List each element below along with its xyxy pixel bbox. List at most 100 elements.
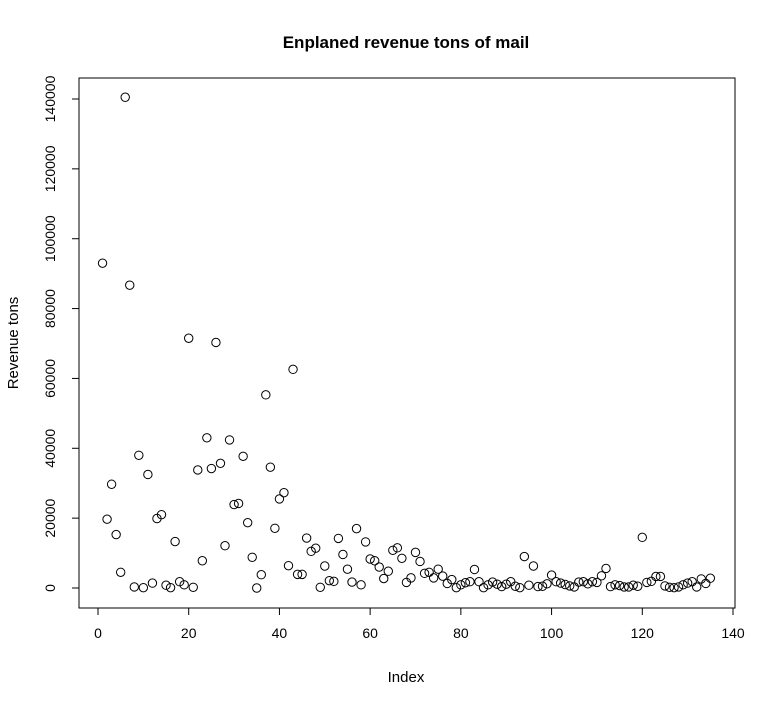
data-point: [592, 577, 602, 588]
data-point: [165, 582, 176, 593]
data-point: [478, 582, 489, 593]
data-point: [660, 581, 670, 591]
data-point: [351, 523, 362, 534]
data-point: [419, 568, 430, 579]
data-point: [705, 573, 716, 583]
data-point: [97, 258, 108, 268]
data-point: [161, 580, 171, 590]
data-point: [551, 577, 561, 587]
x-tick-label: 40: [272, 625, 288, 641]
data-point: [637, 532, 647, 543]
data-point: [125, 280, 135, 290]
data-point: [574, 577, 584, 587]
data-point: [397, 553, 407, 564]
data-point: [596, 571, 607, 581]
data-point: [265, 462, 276, 472]
x-tick-label: 80: [453, 625, 469, 641]
data-point: [193, 465, 203, 475]
data-point: [270, 523, 280, 533]
data-point: [356, 580, 366, 590]
data-point: [256, 570, 266, 580]
data-point: [415, 556, 425, 567]
data-point: [106, 479, 117, 489]
x-tick-label: 60: [362, 625, 378, 641]
data-point: [202, 433, 212, 443]
y-tick-label: 100000: [42, 215, 58, 262]
data-point: [220, 541, 230, 551]
data-point: [115, 567, 126, 577]
data-point: [510, 581, 520, 591]
data-point: [673, 582, 684, 592]
data-point: [379, 573, 389, 584]
x-axis: 0 20 40 60 80 100 120 140: [94, 607, 745, 641]
data-point: [433, 564, 443, 574]
data-point: [628, 580, 638, 590]
data-point: [438, 571, 448, 581]
data-point: [329, 576, 339, 587]
x-axis-label: Index: [388, 669, 425, 686]
data-point: [623, 582, 634, 592]
y-tick-label: 80000: [42, 289, 58, 328]
y-tick-label: 140000: [42, 75, 58, 122]
data-point: [333, 533, 344, 544]
data-point: [274, 494, 285, 504]
data-point: [474, 577, 484, 587]
data-point: [369, 556, 380, 566]
data-point: [134, 450, 144, 460]
data-point: [365, 554, 375, 564]
y-tick-label: 20000: [42, 498, 58, 537]
data-point: [129, 582, 139, 592]
data-point: [492, 579, 502, 589]
x-tick-label: 0: [94, 625, 102, 641]
data-point: [424, 567, 434, 577]
data-point: [692, 582, 702, 592]
data-point: [297, 569, 307, 580]
x-tick-label: 100: [540, 625, 564, 641]
y-tick-label: 40000: [42, 429, 58, 468]
data-point: [215, 458, 226, 469]
data-point: [179, 580, 189, 590]
data-point: [614, 580, 625, 591]
data-point: [528, 561, 539, 571]
data-point: [555, 578, 566, 588]
data-point: [247, 552, 257, 562]
data-point: [642, 577, 652, 588]
data-point: [669, 582, 679, 593]
data-point: [261, 390, 271, 400]
data-point: [224, 435, 235, 445]
data-point: [515, 582, 525, 593]
data-point: [451, 582, 462, 593]
data-point: [682, 578, 693, 588]
data-point: [519, 551, 530, 562]
data-point: [428, 573, 439, 583]
data-point: [347, 577, 357, 587]
data-point: [229, 499, 239, 510]
data-point: [283, 560, 294, 571]
data-point: [338, 549, 348, 560]
data-point: [288, 364, 298, 375]
data-point: [610, 580, 620, 590]
data-points: [97, 92, 716, 593]
data-point: [487, 577, 498, 587]
data-point: [601, 563, 611, 574]
data-point: [111, 529, 121, 540]
data-point: [687, 577, 697, 587]
y-axis-label: Revenue tons: [5, 297, 22, 390]
data-point: [311, 543, 321, 553]
data-point: [651, 571, 661, 582]
chart-title: Enplaned revenue tons of mail: [283, 33, 530, 52]
data-point: [242, 517, 253, 528]
data-point: [410, 547, 421, 558]
data-point: [301, 533, 312, 543]
data-point: [406, 573, 416, 583]
data-point: [120, 92, 130, 102]
data-point: [655, 571, 666, 582]
data-point: [496, 581, 507, 592]
data-point: [383, 566, 393, 576]
data-point: [320, 561, 330, 571]
x-tick-label: 120: [631, 625, 655, 641]
data-point: [233, 498, 244, 509]
data-point: [206, 463, 217, 474]
data-point: [619, 582, 629, 592]
